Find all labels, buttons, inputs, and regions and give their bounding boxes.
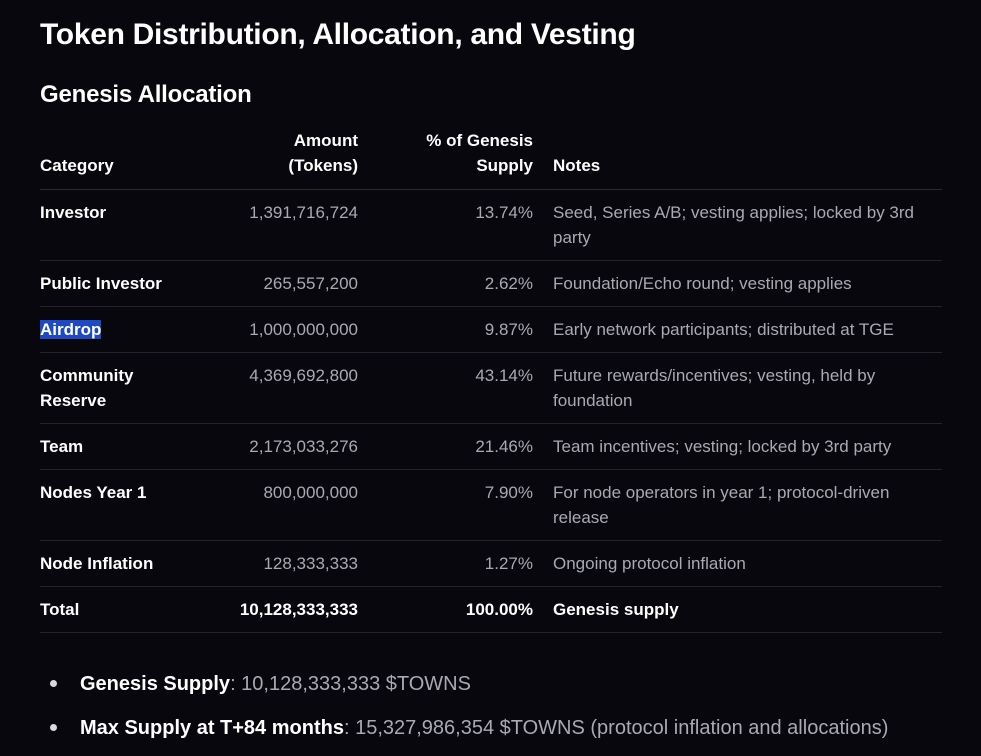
row-notes: For node operators in year 1; protocol-d… (533, 469, 942, 541)
row-category: Team (40, 423, 198, 470)
row-notes: Team incentives; vesting; locked by 3rd … (533, 423, 942, 470)
row-amount: 4,369,692,800 (198, 352, 358, 424)
row-notes: Seed, Series A/B; vesting applies; locke… (533, 189, 942, 261)
table-total-row: Total 10,128,333,333 100.00% Genesis sup… (40, 586, 942, 633)
table-row: Team 2,173,033,276 21.46% Team incentive… (40, 423, 942, 470)
bullet-text: : 10,128,333,333 $TOWNS (230, 673, 471, 695)
total-notes: Genesis supply (533, 586, 942, 633)
header-pct-line1: % of Genesis (426, 131, 533, 150)
table-header-row: Category Amount (Tokens) % of Genesis Su… (40, 118, 942, 190)
row-category: Nodes Year 1 (40, 469, 198, 541)
selected-text[interactable]: Airdrop (40, 320, 102, 339)
list-item: Max Supply at T+84 months: 15,327,986,35… (40, 708, 980, 752)
row-pct: 9.87% (358, 306, 533, 353)
table-row: Node Inflation 128,333,333 1.27% Ongoing… (40, 540, 942, 587)
header-amount-line2: (Tokens) (288, 156, 358, 175)
row-pct: 43.14% (358, 352, 533, 424)
table-row: Airdrop 1,000,000,000 9.87% Early networ… (40, 306, 942, 353)
total-label: Total (40, 586, 198, 633)
row-amount: 128,333,333 (198, 540, 358, 587)
table-row: Nodes Year 1 800,000,000 7.90% For node … (40, 469, 942, 541)
table-row: Investor 1,391,716,724 13.74% Seed, Seri… (40, 189, 942, 261)
row-pct: 1.27% (358, 540, 533, 587)
table-row: Public Investor 265,557,200 2.62% Founda… (40, 260, 942, 307)
header-category: Category (40, 118, 198, 190)
row-notes: Ongoing protocol inflation (533, 540, 942, 587)
page-title: Token Distribution, Allocation, and Vest… (40, 18, 636, 51)
row-amount: 1,391,716,724 (198, 189, 358, 261)
row-category: Investor (40, 189, 198, 261)
bullet-label: Max Supply at T+84 months (80, 717, 344, 739)
row-category: Public Investor (40, 260, 198, 307)
header-pct: % of Genesis Supply (358, 118, 533, 190)
allocation-table: Category Amount (Tokens) % of Genesis Su… (40, 118, 942, 633)
section-title: Genesis Allocation (40, 81, 252, 108)
row-notes: Future rewards/incentives; vesting, held… (533, 352, 942, 424)
row-pct: 21.46% (358, 423, 533, 470)
row-pct: 13.74% (358, 189, 533, 261)
row-category: Community Reserve (40, 352, 198, 424)
table-row: Community Reserve 4,369,692,800 43.14% F… (40, 352, 942, 424)
bullet-dot-icon (50, 680, 57, 687)
row-amount: 1,000,000,000 (198, 306, 358, 353)
header-amount-line1: Amount (293, 131, 358, 150)
supply-bullet-list: Genesis Supply: 10,128,333,333 $TOWNS Ma… (40, 664, 980, 752)
total-amount: 10,128,333,333 (198, 586, 358, 633)
header-amount: Amount (Tokens) (198, 118, 358, 190)
row-pct: 7.90% (358, 469, 533, 541)
row-notes: Early network participants; distributed … (533, 306, 942, 353)
row-amount: 2,173,033,276 (198, 423, 358, 470)
bullet-text: : 15,327,986,354 $TOWNS (protocol inflat… (343, 717, 889, 739)
row-amount: 265,557,200 (198, 260, 358, 307)
row-amount: 800,000,000 (198, 469, 358, 541)
header-notes: Notes (533, 118, 942, 190)
row-notes: Foundation/Echo round; vesting applies (533, 260, 942, 307)
bullet-dot-icon (50, 724, 57, 731)
row-category: Node Inflation (40, 540, 198, 587)
bullet-label: Genesis Supply (80, 673, 231, 695)
row-pct: 2.62% (358, 260, 533, 307)
total-pct: 100.00% (358, 586, 533, 633)
row-category: Airdrop (40, 306, 198, 353)
header-pct-line2: Supply (476, 156, 533, 175)
list-item: Genesis Supply: 10,128,333,333 $TOWNS (40, 664, 980, 708)
